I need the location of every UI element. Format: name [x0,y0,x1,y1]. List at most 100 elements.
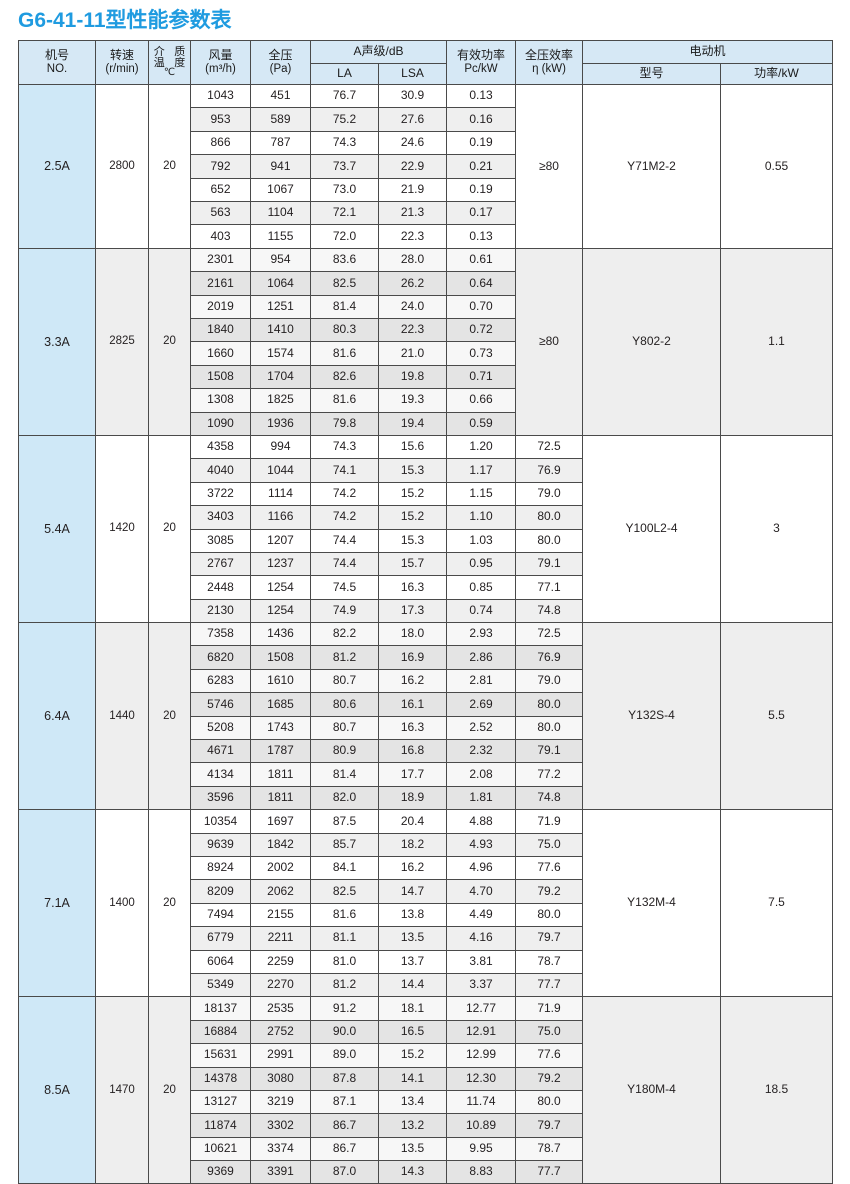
table-row: 4040 1044 74.1 15.3 1.17 76.9 [19,458,833,483]
la-cell: 82.2 [310,622,379,647]
col-header-motor-power: 功率/kW [719,63,834,86]
effective-power-cell: 2.32 [446,739,516,764]
total-pressure-efficiency-cell: 77.6 [515,855,583,881]
flow-cell: 563 [190,201,251,226]
effective-power-cell: 1.10 [446,505,516,530]
effective-power-cell: 4.93 [446,832,516,857]
lsa-cell: 26.2 [378,271,447,296]
total-pressure-cell: 1574 [250,341,311,366]
table-row: 4671 1787 80.9 16.8 2.32 79.1 [19,739,833,764]
total-pressure-cell: 941 [250,154,311,179]
total-pressure-efficiency-cell: 79.2 [515,1066,583,1091]
flow-cell: 403 [190,224,251,249]
flow-cell: 4134 [190,762,251,787]
medium-temp-right-chars: 质度 [174,46,186,70]
lsa-cell: 16.2 [378,855,447,881]
total-pressure-efficiency-cell: ≥80 [515,247,583,436]
lsa-cell: 13.8 [378,902,447,928]
flow-cell: 11874 [190,1113,251,1138]
effective-power-cell: 12.77 [446,996,516,1021]
effective-power-cell: 1.17 [446,458,516,483]
flow-cell: 2767 [190,551,251,577]
flow-cell: 3596 [190,785,251,811]
total-pressure-efficiency-cell: 77.2 [515,762,583,787]
table-row: 953 589 75.2 27.6 0.16 [19,107,833,132]
lsa-cell: 16.9 [378,645,447,670]
total-pressure-cell: 1685 [250,692,311,717]
lsa-cell: 15.2 [378,481,447,507]
flow-cell: 14378 [190,1066,251,1091]
effective-power-cell: 0.16 [446,107,516,132]
lsa-cell: 14.7 [378,879,447,904]
motor-model-cell: Y180M-4 [582,996,721,1184]
lsa-cell: 21.9 [378,177,447,203]
total-pressure-cell: 2155 [250,902,311,928]
flow-cell: 4040 [190,458,251,483]
lsa-cell: 14.4 [378,972,447,998]
col-header-speed: 转速 (r/min) [95,40,149,86]
total-pressure-efficiency-cell: 72.5 [515,622,583,647]
lsa-cell: 17.3 [378,598,447,624]
total-pressure-cell: 2535 [250,996,311,1021]
lsa-cell: 15.3 [378,458,447,483]
total-pressure-cell: 3391 [250,1160,311,1184]
la-cell: 74.1 [310,458,379,483]
total-pressure-efficiency-cell: 79.2 [515,879,583,904]
total-pressure-cell: 589 [250,107,311,132]
effective-power-cell: 11.74 [446,1089,516,1115]
speed-cell: 1400 [95,809,149,998]
total-pressure-cell: 1254 [250,598,311,624]
flow-cell: 5208 [190,715,251,741]
total-pressure-cell: 1067 [250,177,311,203]
lsa-cell: 14.3 [378,1160,447,1184]
total-pressure-efficiency-cell: 74.8 [515,598,583,624]
flow-cell: 2448 [190,575,251,600]
total-pressure-cell: 1811 [250,785,311,811]
col-header-noise-group: A声级/dB [310,40,447,65]
lsa-cell: 22.3 [378,224,447,249]
performance-parameter-table: 机号 NO. 转速 (r/min) 介温 质度 ℃ [18,40,834,1184]
la-cell: 81.0 [310,949,379,974]
flow-cell: 6064 [190,949,251,974]
total-pressure-cell: 1610 [250,668,311,694]
table-row: 9639 1842 85.7 18.2 4.93 75.0 [19,832,833,857]
flow-cell: 8924 [190,855,251,881]
total-pressure-efficiency-cell: ≥80 [515,84,583,249]
la-cell: 74.2 [310,505,379,530]
lsa-cell: 20.4 [378,809,447,834]
la-cell: 74.4 [310,551,379,577]
total-pressure-cell: 1251 [250,294,311,320]
total-pressure-efficiency-cell: 78.7 [515,949,583,974]
medium-temperature-cell: 20 [148,434,191,624]
total-pressure-cell: 1743 [250,715,311,741]
lsa-cell: 21.0 [378,341,447,366]
table-row: 3085 1207 74.4 15.3 1.03 80.0 [19,528,833,553]
flow-cell: 7358 [190,622,251,647]
lsa-cell: 30.9 [378,84,447,109]
total-pressure-cell: 1237 [250,551,311,577]
la-cell: 82.0 [310,785,379,811]
table-row: 3596 1811 82.0 18.9 1.81 74.8 [19,785,833,811]
motor-power-cell: 18.5 [719,996,834,1184]
table-row: 8.5A 1470 20 18137 2535 91.2 18.1 12.77 71.9 Y180… [18,996,834,1184]
total-pressure-efficiency-cell: 80.0 [515,1089,583,1115]
col-header-total-pressure-efficiency: 全压效率 η (kW) [515,40,583,86]
la-cell: 81.6 [310,902,379,928]
total-pressure-efficiency-cell: 74.8 [515,785,583,811]
effective-power-cell: 2.52 [446,715,516,741]
machine-no-cell: 5.4A [18,434,96,624]
motor-power-cell: 7.5 [719,809,834,998]
effective-power-cell: 4.49 [446,902,516,928]
header-row-2: LA LSA 型号 功率/kW [19,63,834,86]
total-pressure-efficiency-cell: 79.0 [515,481,583,507]
speed-cell: 2800 [95,84,149,249]
medium-temperature-cell: 20 [148,809,191,998]
medium-temperature-cell: 20 [148,84,191,249]
la-cell: 80.7 [310,668,379,694]
col-header-la: LA [310,63,379,86]
la-cell: 82.6 [310,364,379,390]
flow-cell: 792 [190,154,251,179]
total-pressure-efficiency-cell: 71.9 [515,996,583,1021]
effective-power-cell: 0.19 [446,130,516,156]
flow-cell: 2301 [190,247,251,273]
